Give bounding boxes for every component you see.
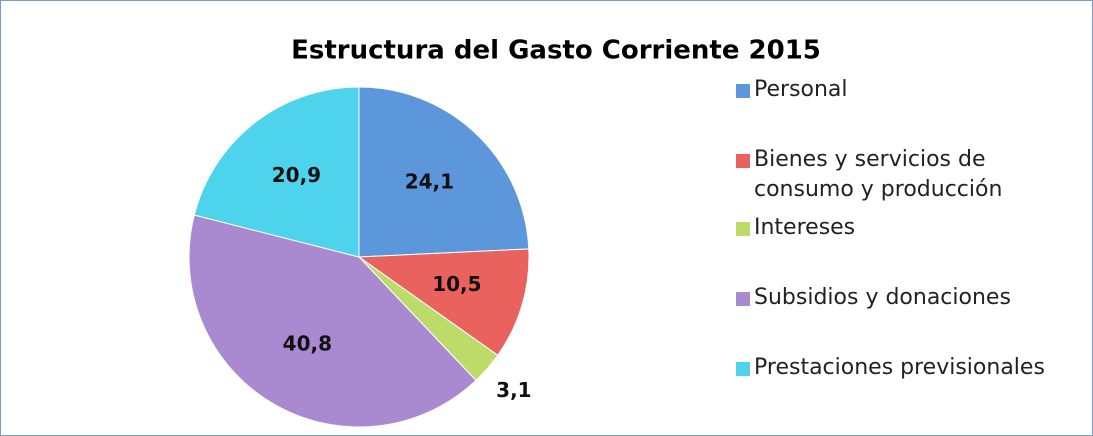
legend-item: Personal: [736, 75, 1066, 105]
data-label: 3,1: [496, 378, 531, 402]
legend-swatch: [736, 362, 750, 376]
legend-item: Subsidios y donaciones: [736, 283, 1066, 313]
legend-item: Intereses: [736, 213, 1066, 243]
pie-slice: [358, 86, 530, 258]
data-label: 10,5: [432, 272, 481, 296]
legend-label: Personal: [754, 77, 848, 102]
legend-swatch: [736, 154, 750, 168]
data-label: 20,9: [272, 163, 321, 187]
legend-label: Bienes y servicios de consumo y producci…: [754, 147, 1003, 202]
legend-label: Prestaciones previsionales: [754, 355, 1045, 380]
pie-slice: [188, 214, 477, 428]
legend-label: Intereses: [754, 215, 856, 240]
data-label: 40,8: [283, 331, 332, 355]
chart-title: Estructura del Gasto Corriente 2015: [291, 36, 821, 66]
legend-swatch: [736, 84, 750, 98]
legend-swatch: [736, 222, 750, 236]
data-label: 24,1: [405, 170, 454, 194]
legend-item: Prestaciones previsionales: [736, 353, 1066, 383]
pie-slice: [357, 248, 530, 356]
legend-label: Subsidios y donaciones: [754, 285, 1011, 310]
legend-item: Bienes y servicios de consumo y producci…: [736, 145, 1066, 205]
legend-swatch: [736, 292, 750, 306]
pie-slice: [193, 86, 360, 258]
